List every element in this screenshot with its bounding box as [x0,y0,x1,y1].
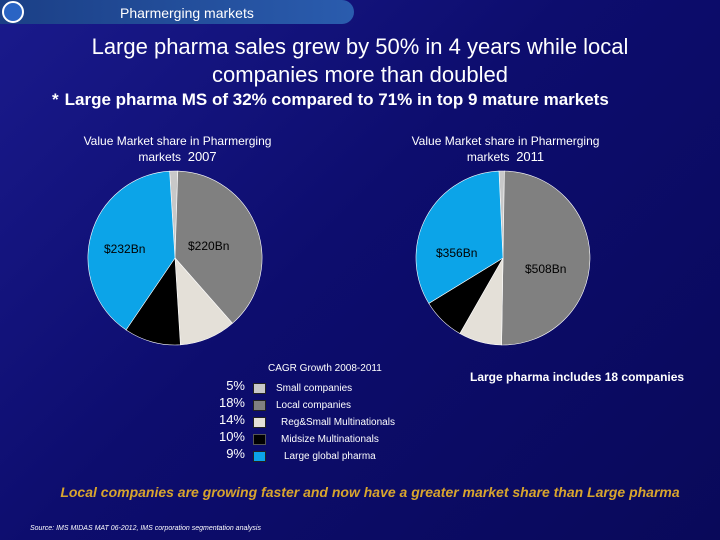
legend-cagr: 10% [218,429,245,444]
chart-2011-title: Value Market share in Pharmerging market… [398,133,613,165]
legend-swatch [253,434,266,445]
pie-slice-large-global-pharma [87,170,176,331]
legend-label: Local companies [276,400,352,411]
legend-title: CAGR Growth 2008-2011 [268,363,382,374]
legend-cagr: 18% [218,395,245,410]
chart-2007-title-line2: markets [138,150,182,164]
title-line-1: Large pharma sales grew by 50% in 4 year… [91,34,629,59]
legend-swatch [253,417,266,428]
bullet-star: * [52,90,59,109]
chart-2007-title: Value Market share in Pharmerging market… [70,133,285,165]
legend-swatch [253,383,266,394]
chart-2011-title-line1: Value Market share in Pharmerging [411,134,600,148]
legend-label: Large global pharma [284,451,376,462]
legend-label: Midsize Multinationals [281,434,379,445]
title-line-2: companies more than doubled [212,62,508,87]
pie-chart-2007 [87,170,263,346]
legend-swatch [253,451,266,462]
circle-icon [2,1,24,23]
pie-2011-label-large-pharma: $356Bn [436,246,478,260]
legend-label: Reg&Small Multinationals [281,417,395,428]
section-tab: Pharmerging markets [0,0,354,24]
pie-2007-label-local: $220Bn [188,239,230,253]
pie-2011-label-local: $508Bn [525,262,567,276]
chart-2007-title-line1: Value Market share in Pharmerging [83,134,272,148]
section-label: Pharmerging markets [120,5,254,21]
chart-2011-year: 2011 [516,149,545,164]
pie-slice-local-companies [174,170,263,324]
pie-slice-local-companies [501,170,591,346]
legend-cagr: 9% [226,446,245,461]
pie-chart-2011 [415,170,591,346]
legend-cagr: 14% [218,412,245,427]
legend-cagr: 5% [226,378,245,393]
pie-2007-label-large-pharma: $232Bn [104,242,146,256]
pie-slice-large-global-pharma [415,170,504,304]
slide-title: Large pharma sales grew by 50% in 4 year… [30,33,690,89]
conclusion-text: Local companies are growing faster and n… [60,484,680,500]
subtitle: * Large pharma MS of 32% compared to 71% … [52,90,712,110]
legend-label: Small companies [276,383,353,394]
chart-2007-year: 2007 [187,149,217,164]
large-pharma-note: Large pharma includes 18 companies [470,370,685,384]
subtitle-text: Large pharma MS of 32% compared to 71% i… [64,90,609,109]
source-footnote: Source: IMS MIDAS MAT 06-2012, IMS corpo… [30,525,261,532]
legend-swatch [253,400,266,411]
chart-2011-title-line2: markets [466,150,510,164]
